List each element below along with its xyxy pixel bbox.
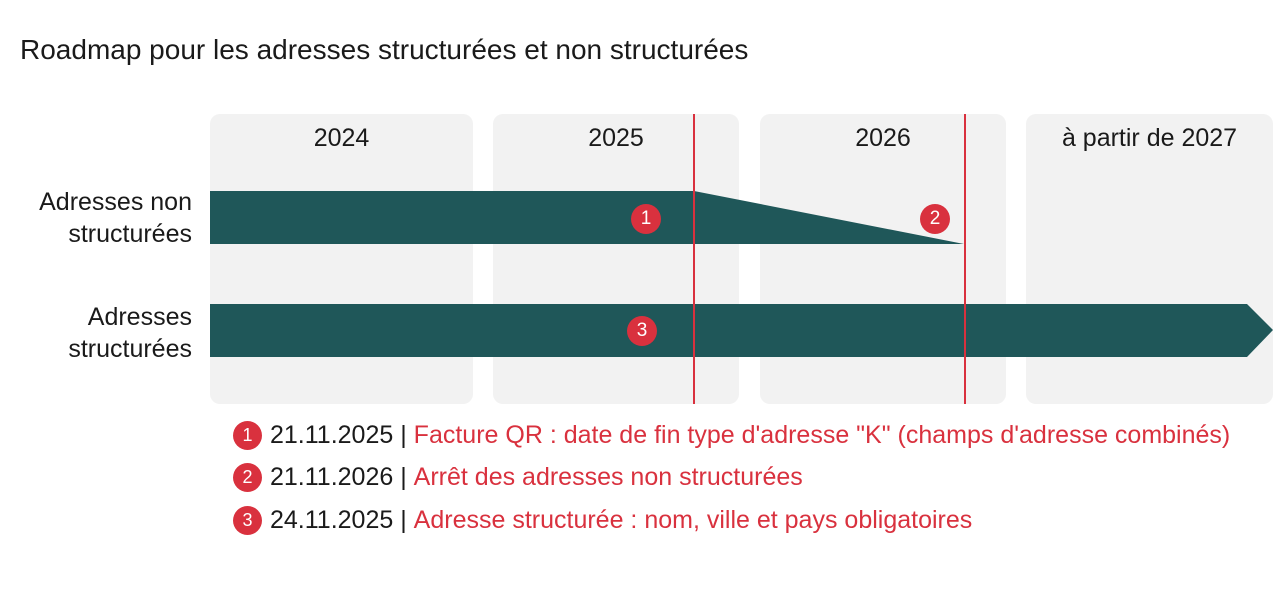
legend-text: Arrêt des adresses non structurées [413, 463, 803, 491]
milestone-marker-2: 2 [920, 204, 950, 234]
unstructured-bar [210, 191, 964, 244]
legend-date: 24.11.2025 [270, 506, 394, 534]
legend-text: Adresse structurée : nom, ville et pays … [413, 506, 973, 534]
milestone-marker-1: 1 [631, 204, 661, 234]
legend-marker: 2 [233, 463, 262, 492]
row-label-unstructured: Adresses non structurées [39, 186, 192, 250]
legend-text: Facture QR : date de fin type d'adresse … [413, 421, 1231, 449]
page-title: Roadmap pour les adresses structurées et… [20, 34, 749, 65]
legend-item-2: 2 21.11.2026 | Arrêt des adresses non st… [233, 463, 803, 492]
column-header-2027: à partir de 2027 [1061, 124, 1238, 152]
column-header-2024: 2024 [313, 124, 370, 152]
row-label-line: Adresses non [39, 188, 192, 216]
legend-separator: | [393, 463, 414, 491]
deadline-line-2025 [693, 114, 695, 404]
legend-item-3: 3 24.11.2025 | Adresse structurée : nom,… [233, 506, 972, 535]
column-header-2026: 2026 [855, 124, 911, 152]
legend-item-1: 1 21.11.2025 | Facture QR : date de fin … [233, 421, 1230, 450]
legend-marker: 1 [233, 421, 262, 450]
structured-bar [210, 304, 1273, 357]
legend-date: 21.11.2026 [270, 463, 394, 491]
deadline-line-2026 [964, 114, 966, 404]
legend-marker: 3 [233, 506, 262, 535]
milestone-marker-3: 3 [627, 316, 657, 346]
row-label-line: Adresses [87, 303, 192, 331]
column-header-2025: 2025 [588, 124, 644, 152]
legend-date: 21.11.2025 [270, 421, 394, 449]
row-label-line: structurées [68, 335, 192, 363]
legend-separator: | [393, 421, 414, 449]
legend-separator: | [393, 506, 414, 534]
row-label-structured: Adresses structurées [68, 301, 192, 365]
row-label-line: structurées [68, 220, 192, 248]
